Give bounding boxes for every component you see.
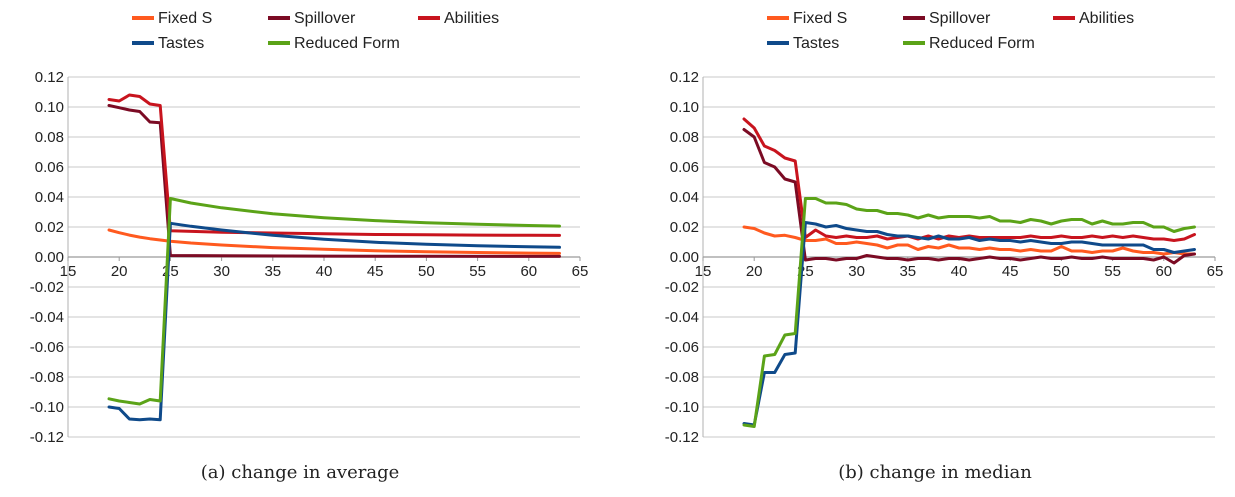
- legend-item-reduced-form: Reduced Form: [268, 35, 400, 52]
- x-tick-label: 20: [746, 263, 763, 280]
- y-tick-label: -0.12: [30, 429, 64, 446]
- y-tick-label: -0.10: [30, 399, 64, 416]
- x-tick-label: 15: [695, 263, 712, 280]
- y-tick-label: -0.06: [30, 339, 64, 356]
- legend-label-reduced-form: Reduced Form: [294, 35, 400, 52]
- legend-item-abilities: Abilities: [418, 10, 499, 27]
- x-tick-label: 30: [848, 263, 865, 280]
- y-tick-label: -0.10: [665, 399, 699, 416]
- legend-label-abilities: Abilities: [444, 10, 499, 27]
- x-tick-label: 55: [469, 263, 486, 280]
- y-tick-label: 0.08: [35, 129, 64, 146]
- y-tick-label: 0.10: [35, 99, 64, 116]
- series-line-spillover: [742, 128, 1196, 265]
- y-tick-label: 0.02: [670, 219, 699, 236]
- x-tick-label: 35: [264, 263, 281, 280]
- x-tick-label: 45: [1002, 263, 1019, 280]
- series-line-reduced-form: [742, 197, 1196, 428]
- y-tick-label: 0.06: [35, 159, 64, 176]
- y-tick-label: 0.00: [670, 249, 699, 266]
- y-tick-label: 0.04: [35, 189, 64, 206]
- x-tick-label: 35: [899, 263, 916, 280]
- series-line-abilities: [742, 117, 1196, 242]
- legend-label-spillover: Spillover: [929, 10, 991, 27]
- x-tick-label: 60: [520, 263, 537, 280]
- y-tick-label: 0.12: [670, 69, 699, 86]
- x-tick-label: 20: [111, 263, 128, 280]
- y-tick-label: -0.02: [30, 279, 64, 296]
- series-line-tastes: [742, 221, 1196, 427]
- x-tick-label: 50: [418, 263, 435, 280]
- y-tick-label: -0.04: [30, 309, 64, 326]
- legend-item-tastes: Tastes: [132, 35, 204, 52]
- legend-label-fixed-s: Fixed S: [158, 10, 212, 27]
- x-tick-label: 55: [1104, 263, 1121, 280]
- y-tick-label: 0.00: [35, 249, 64, 266]
- x-tick-label: 65: [1207, 263, 1224, 280]
- legend-label-spillover: Spillover: [294, 10, 356, 27]
- y-tick-label: -0.04: [665, 309, 699, 326]
- legend-item-fixed-s: Fixed S: [132, 10, 212, 27]
- x-tick-label: 50: [1053, 263, 1070, 280]
- series-line-fixed-s: [107, 228, 561, 255]
- chart-panel-median: 0.12 0.10 0.08 0.06 0.04 0.02 0.00 -0.02 -0.04 -0…: [635, 0, 1235, 497]
- y-tick-label: -0.02: [665, 279, 699, 296]
- x-tick-label: 60: [1155, 263, 1172, 280]
- x-tick-label: 65: [572, 263, 589, 280]
- chart-panel-average: 0.12 0.10 0.08 0.06 0.04 0.02 0.00 -0.02 -0.04 -0…: [0, 0, 600, 497]
- y-tick-label: -0.08: [665, 369, 699, 386]
- series-line-abilities: [107, 93, 561, 237]
- series-line-tastes: [107, 221, 561, 422]
- x-tick-label: 40: [951, 263, 968, 280]
- x-tick-label: 15: [60, 263, 77, 280]
- y-tick-label: 0.04: [670, 189, 699, 206]
- legend-label-tastes: Tastes: [158, 35, 204, 52]
- y-tick-label: -0.12: [665, 429, 699, 446]
- y-tick-label: 0.10: [670, 99, 699, 116]
- line-chart-average: 0.12 0.10 0.08 0.06 0.04 0.02 0.00 -0.02 -0.04 -0…: [30, 10, 589, 446]
- y-tick-label: -0.06: [665, 339, 699, 356]
- legend-item-spillover: Spillover: [903, 10, 991, 27]
- legend-label-tastes: Tastes: [793, 35, 839, 52]
- legend-item-reduced-form: Reduced Form: [903, 35, 1035, 52]
- caption-average: (a) change in average: [200, 462, 400, 483]
- series-line-reduced-form: [107, 197, 561, 406]
- legend-label-reduced-form: Reduced Form: [929, 35, 1035, 52]
- x-tick-label: 25: [162, 263, 179, 280]
- y-tick-label: 0.08: [670, 129, 699, 146]
- legend-item-fixed-s: Fixed S: [767, 10, 847, 27]
- x-tick-label: 30: [213, 263, 230, 280]
- legend-label-fixed-s: Fixed S: [793, 10, 847, 27]
- legend-item-spillover: Spillover: [268, 10, 356, 27]
- y-tick-label: 0.12: [35, 69, 64, 86]
- line-chart-median: 0.12 0.10 0.08 0.06 0.04 0.02 0.00 -0.02 -0.04 -0…: [665, 10, 1224, 446]
- legend-item-tastes: Tastes: [767, 35, 839, 52]
- x-tick-label: 40: [316, 263, 333, 280]
- caption-median: (b) change in median: [838, 462, 1032, 483]
- legend-item-abilities: Abilities: [1053, 10, 1134, 27]
- x-tick-label: 45: [367, 263, 384, 280]
- series-line-fixed-s: [742, 225, 1196, 256]
- y-tick-label: 0.06: [670, 159, 699, 176]
- y-tick-label: 0.02: [35, 219, 64, 236]
- legend-label-abilities: Abilities: [1079, 10, 1134, 27]
- y-tick-label: -0.08: [30, 369, 64, 386]
